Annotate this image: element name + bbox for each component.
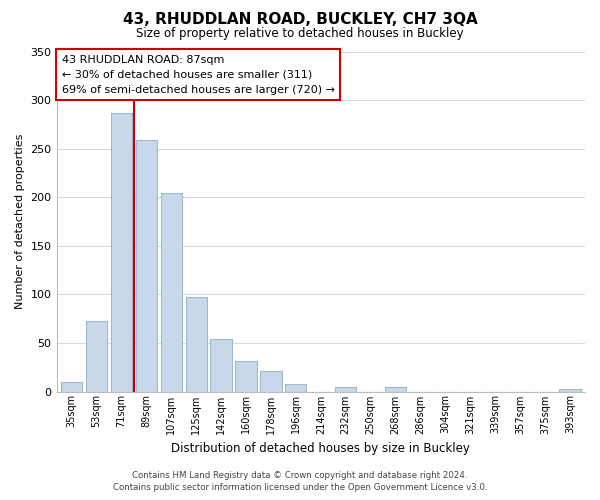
Bar [285,384,307,392]
Bar [211,339,232,392]
Bar [260,371,281,392]
Bar [111,112,132,392]
Text: Contains HM Land Registry data © Crown copyright and database right 2024.
Contai: Contains HM Land Registry data © Crown c… [113,471,487,492]
Bar [235,362,257,392]
Bar [559,388,581,392]
Bar [136,140,157,392]
X-axis label: Distribution of detached houses by size in Buckley: Distribution of detached houses by size … [172,442,470,455]
Bar [86,320,107,392]
Bar [185,298,207,392]
Text: 43 RHUDDLAN ROAD: 87sqm
← 30% of detached houses are smaller (311)
69% of semi-d: 43 RHUDDLAN ROAD: 87sqm ← 30% of detache… [62,55,335,94]
Bar [335,386,356,392]
Text: 43, RHUDDLAN ROAD, BUCKLEY, CH7 3QA: 43, RHUDDLAN ROAD, BUCKLEY, CH7 3QA [122,12,478,28]
Y-axis label: Number of detached properties: Number of detached properties [15,134,25,309]
Bar [61,382,82,392]
Bar [161,194,182,392]
Bar [385,386,406,392]
Text: Size of property relative to detached houses in Buckley: Size of property relative to detached ho… [136,28,464,40]
